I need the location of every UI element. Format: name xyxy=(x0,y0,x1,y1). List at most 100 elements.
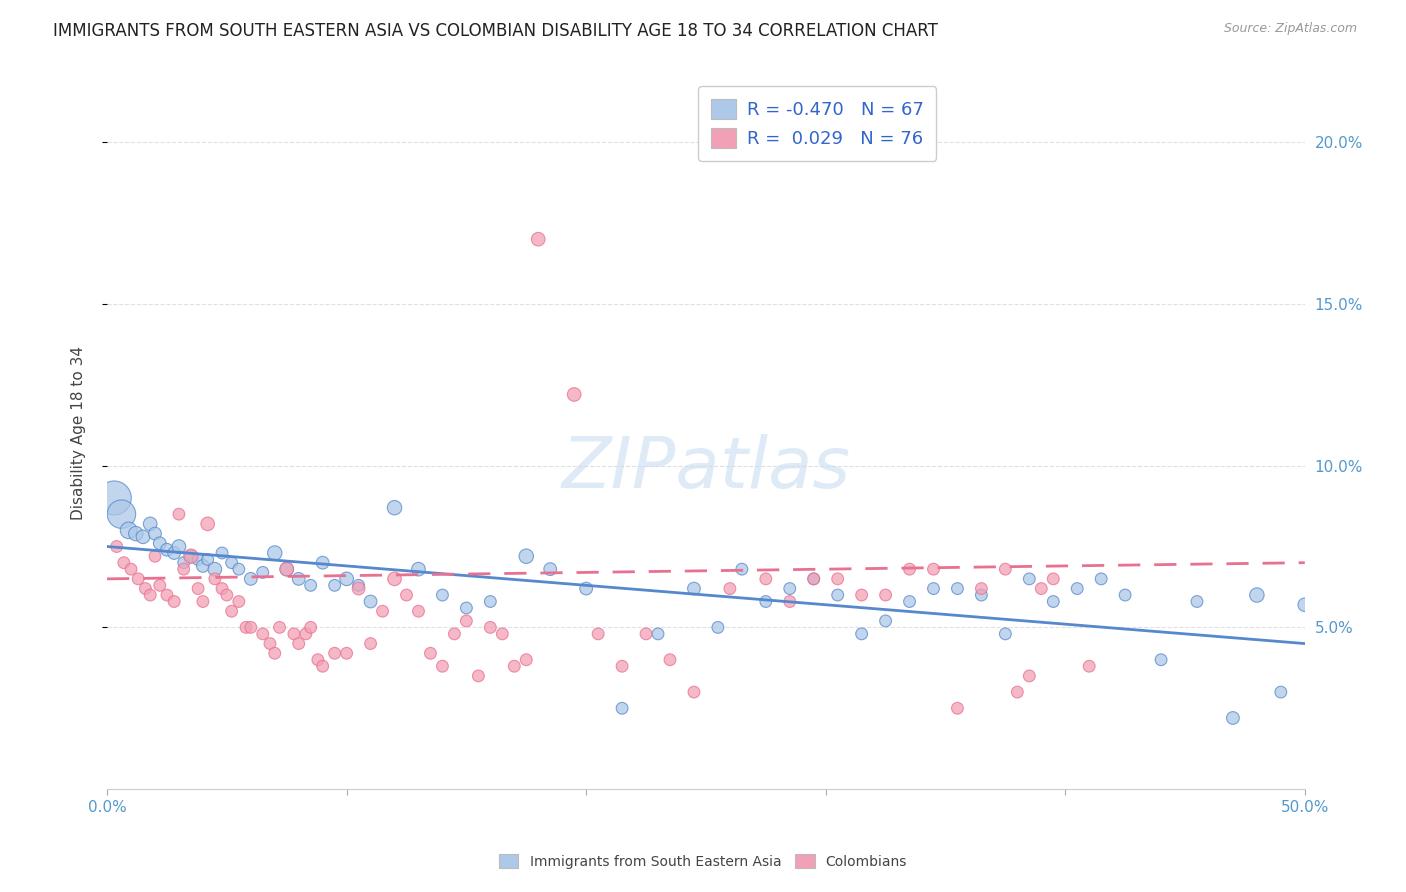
Point xyxy=(408,604,430,618)
Point xyxy=(851,588,873,602)
Point xyxy=(252,566,274,580)
Point xyxy=(311,659,333,673)
Point xyxy=(336,572,359,586)
Legend: R = -0.470   N = 67, R =  0.029   N = 76: R = -0.470 N = 67, R = 0.029 N = 76 xyxy=(699,87,936,161)
Point xyxy=(851,627,873,641)
Point xyxy=(898,562,921,576)
Point xyxy=(117,524,139,538)
Point xyxy=(1066,582,1088,596)
Point xyxy=(610,659,633,673)
Point xyxy=(221,556,243,570)
Point xyxy=(515,653,537,667)
Point xyxy=(143,526,166,541)
Point xyxy=(263,646,285,660)
Point xyxy=(299,620,322,634)
Point xyxy=(1294,598,1316,612)
Point xyxy=(197,516,219,531)
Point xyxy=(970,588,993,602)
Point xyxy=(105,540,128,554)
Point xyxy=(922,562,945,576)
Point xyxy=(276,562,298,576)
Point xyxy=(1185,594,1208,608)
Point xyxy=(875,614,897,628)
Point xyxy=(110,507,132,521)
Point xyxy=(156,542,179,557)
Text: IMMIGRANTS FROM SOUTH EASTERN ASIA VS COLOMBIAN DISABILITY AGE 18 TO 34 CORRELAT: IMMIGRANTS FROM SOUTH EASTERN ASIA VS CO… xyxy=(53,22,938,40)
Point xyxy=(1114,588,1136,602)
Point xyxy=(120,562,142,576)
Point xyxy=(139,588,162,602)
Point xyxy=(384,500,406,515)
Point xyxy=(134,582,156,596)
Text: Source: ZipAtlas.com: Source: ZipAtlas.com xyxy=(1223,22,1357,36)
Point xyxy=(1007,685,1029,699)
Point xyxy=(173,562,195,576)
Point xyxy=(239,572,262,586)
Point xyxy=(1150,653,1173,667)
Point xyxy=(384,572,406,586)
Legend: Immigrants from South Eastern Asia, Colombians: Immigrants from South Eastern Asia, Colo… xyxy=(494,849,912,874)
Point xyxy=(659,653,682,667)
Point xyxy=(395,588,418,602)
Point xyxy=(994,562,1017,576)
Point xyxy=(103,491,125,505)
Point xyxy=(827,588,849,602)
Point xyxy=(299,578,322,592)
Point xyxy=(235,620,257,634)
Point xyxy=(360,594,382,608)
Point xyxy=(347,582,370,596)
Point xyxy=(276,562,298,576)
Point xyxy=(221,604,243,618)
Point xyxy=(875,588,897,602)
Point xyxy=(149,536,172,550)
Point xyxy=(1270,685,1292,699)
Point xyxy=(562,387,585,401)
Point xyxy=(360,636,382,650)
Point xyxy=(970,582,993,596)
Point xyxy=(167,507,190,521)
Point xyxy=(479,620,502,634)
Point xyxy=(204,562,226,576)
Point xyxy=(408,562,430,576)
Point xyxy=(173,556,195,570)
Point xyxy=(1031,582,1053,596)
Point xyxy=(1018,572,1040,586)
Point xyxy=(946,701,969,715)
Point xyxy=(163,546,186,560)
Point xyxy=(634,627,657,641)
Y-axis label: Disability Age 18 to 34: Disability Age 18 to 34 xyxy=(72,346,86,520)
Point xyxy=(1078,659,1101,673)
Point xyxy=(252,627,274,641)
Point xyxy=(456,601,478,615)
Point xyxy=(323,646,346,660)
Point xyxy=(132,530,155,544)
Point xyxy=(586,627,609,641)
Point xyxy=(456,614,478,628)
Point xyxy=(228,562,250,576)
Point xyxy=(149,578,172,592)
Point xyxy=(479,594,502,608)
Point xyxy=(527,232,550,246)
Point xyxy=(1222,711,1244,725)
Point xyxy=(191,594,214,608)
Point xyxy=(139,516,162,531)
Point xyxy=(156,588,179,602)
Point xyxy=(283,627,305,641)
Point xyxy=(827,572,849,586)
Point xyxy=(755,594,778,608)
Point xyxy=(263,546,285,560)
Point xyxy=(295,627,318,641)
Point xyxy=(538,562,561,576)
Point xyxy=(211,582,233,596)
Point xyxy=(503,659,526,673)
Point xyxy=(180,549,202,564)
Point xyxy=(1042,594,1064,608)
Point xyxy=(1090,572,1112,586)
Point xyxy=(287,636,309,650)
Point xyxy=(187,582,209,596)
Point xyxy=(718,582,741,596)
Point xyxy=(371,604,394,618)
Point xyxy=(112,556,135,570)
Point xyxy=(647,627,669,641)
Point xyxy=(515,549,537,564)
